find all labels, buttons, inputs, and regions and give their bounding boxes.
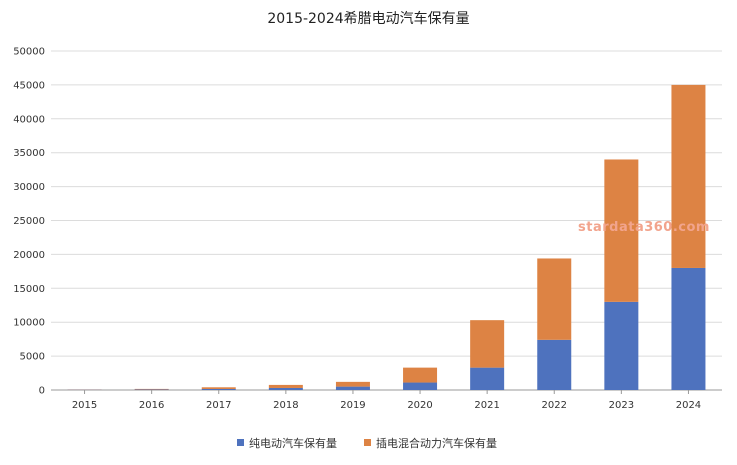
x-tick-label: 2016 xyxy=(139,400,164,411)
y-tick-label: 5000 xyxy=(20,352,45,363)
bar-phev xyxy=(268,384,303,388)
bar-bev xyxy=(537,339,572,390)
bar-bev xyxy=(134,389,169,390)
bar-bev xyxy=(201,388,236,390)
bar-bev xyxy=(403,382,438,390)
bar-phev xyxy=(671,84,706,268)
bar-bev xyxy=(268,387,303,390)
y-tick-label: 15000 xyxy=(13,284,45,295)
bar-phev xyxy=(604,159,639,302)
bar-phev xyxy=(403,367,438,383)
y-tick-label: 25000 xyxy=(13,216,45,227)
bar-bev xyxy=(604,301,639,390)
x-tick-label: 2024 xyxy=(676,400,701,411)
y-tick-label: 40000 xyxy=(13,114,45,125)
x-tick-label: 2017 xyxy=(206,400,231,411)
bar-bev xyxy=(470,367,505,390)
legend-label: 纯电动汽车保有量 xyxy=(249,436,337,450)
bar-phev xyxy=(134,388,169,390)
x-tick-label: 2019 xyxy=(340,400,365,411)
y-tick-label: 10000 xyxy=(13,318,45,329)
legend-swatch xyxy=(237,439,244,446)
y-tick-label: 0 xyxy=(39,386,45,397)
bar-phev xyxy=(470,320,505,368)
x-tick-label: 2022 xyxy=(542,400,567,411)
watermark: stardata360.com xyxy=(578,220,710,235)
x-tick-label: 2015 xyxy=(72,400,97,411)
y-tick-label: 45000 xyxy=(13,80,45,91)
bar-phev xyxy=(335,381,370,387)
legend-swatch xyxy=(364,439,371,446)
bar-bev xyxy=(671,267,706,390)
y-tick-label: 35000 xyxy=(13,148,45,159)
legend-label: 插电混合动力汽车保有量 xyxy=(376,436,497,450)
bar-phev xyxy=(201,387,236,389)
x-tick-label: 2018 xyxy=(273,400,298,411)
chart-title: 2015-2024希腊电动汽车保有量 xyxy=(267,11,470,27)
x-tick-label: 2021 xyxy=(474,400,499,411)
y-tick-label: 20000 xyxy=(13,250,45,261)
bar-bev xyxy=(335,386,370,390)
bar-phev xyxy=(537,258,572,340)
x-tick-label: 2023 xyxy=(609,400,634,411)
y-tick-label: 50000 xyxy=(13,47,45,58)
y-tick-label: 30000 xyxy=(13,182,45,193)
x-tick-label: 2020 xyxy=(407,400,432,411)
